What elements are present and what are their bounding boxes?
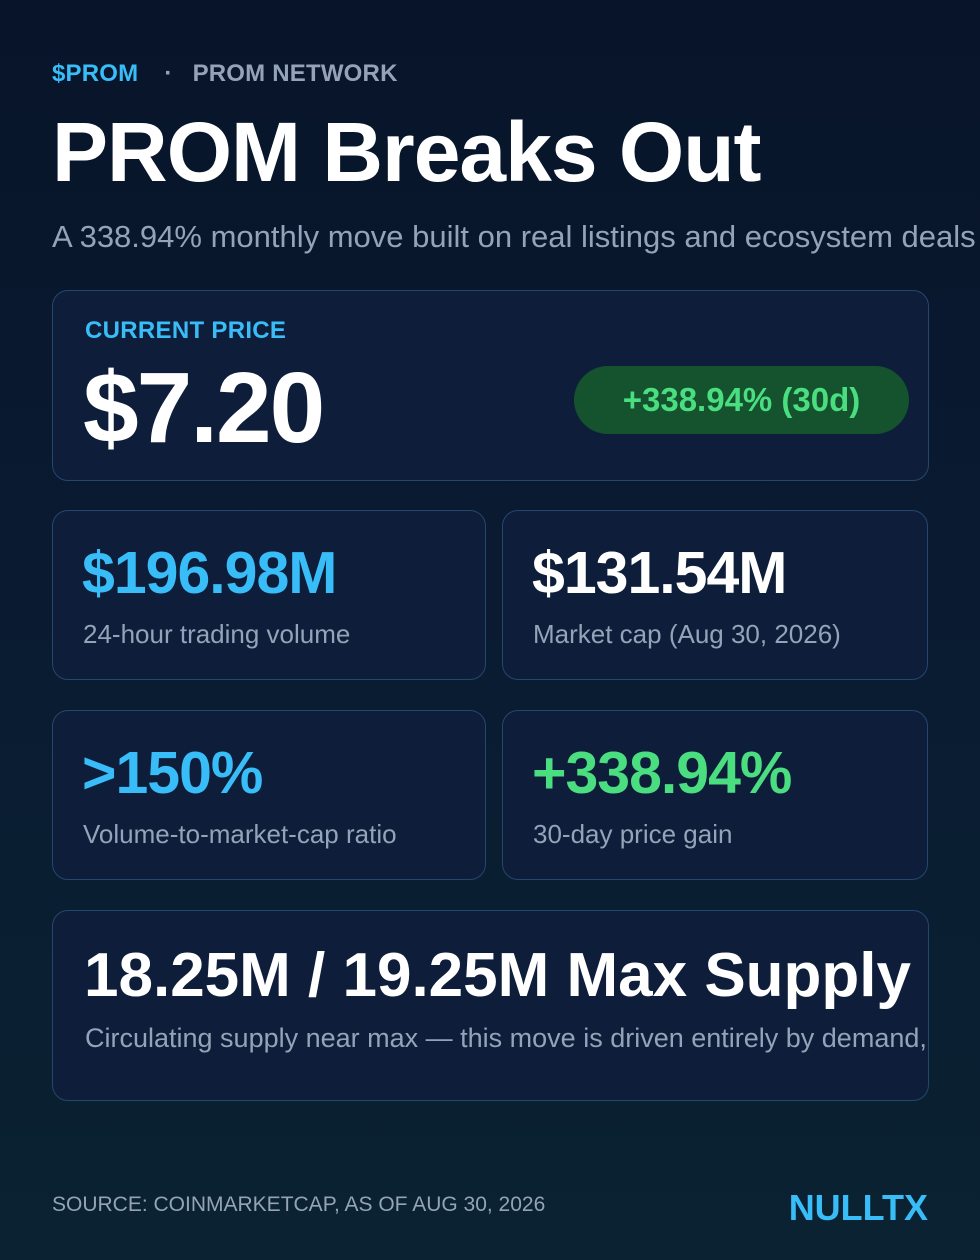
stat-card-market-cap: $131.54M Market cap (Aug 30, 2026) [502, 510, 928, 680]
stat-value: +338.94% [532, 740, 792, 806]
price-label: CURRENT PRICE [85, 317, 287, 344]
page-title: PROM Breaks Out [52, 105, 762, 199]
stat-value: >150% [82, 740, 263, 806]
stat-card-volume-ratio: >150% Volume-to-market-cap ratio [52, 710, 486, 880]
supply-value: 18.25M / 19.25M Max Supply [84, 941, 912, 1010]
separator-dot: · [164, 60, 173, 87]
stat-label: 24-hour trading volume [83, 619, 351, 649]
stat-card-volume: $196.98M 24-hour trading volume [52, 510, 486, 680]
network-label: PROM NETWORK [192, 60, 398, 87]
page-subtitle: A 338.94% monthly move built on real lis… [52, 219, 976, 254]
stat-label: Market cap (Aug 30, 2026) [533, 619, 841, 649]
stat-card-price-gain: +338.94% 30-day price gain [502, 710, 928, 880]
eyebrow: $PROM · PROM NETWORK [52, 60, 398, 88]
stat-label: Volume-to-market-cap ratio [83, 819, 397, 849]
price-card: CURRENT PRICE $7.20 +338.94% (30d) [52, 290, 929, 481]
stat-label: 30-day price gain [533, 819, 733, 849]
supply-note: Circulating supply near max — this move … [85, 1023, 928, 1053]
stat-value: $196.98M [82, 540, 337, 606]
supply-card: 18.25M / 19.25M Max Supply Circulating s… [52, 910, 929, 1101]
brand-logo: NULLTX [788, 1187, 928, 1228]
price-value: $7.20 [83, 352, 325, 464]
source-note: SOURCE: COINMARKETCAP, AS OF AUG 30, 202… [52, 1193, 546, 1216]
ticker-label: $PROM [52, 60, 139, 87]
stat-value: $131.54M [532, 540, 787, 606]
price-change-badge: +338.94% (30d) [574, 366, 909, 434]
